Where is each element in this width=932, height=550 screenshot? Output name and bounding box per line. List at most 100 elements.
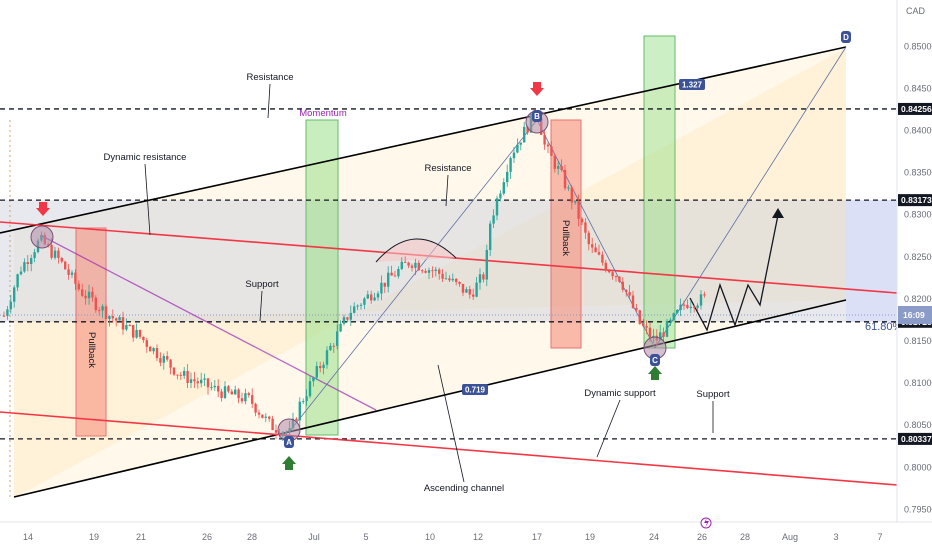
candle-body xyxy=(665,320,669,337)
ratio-label-text: 1.327 xyxy=(682,81,703,90)
candle-body xyxy=(57,250,60,258)
candle-body xyxy=(322,364,325,369)
candle-body xyxy=(149,346,152,352)
sell-arrow-icon xyxy=(530,82,544,96)
candle-body xyxy=(478,274,482,283)
red-lower-line xyxy=(0,411,898,486)
candle-body xyxy=(455,278,458,282)
candle-body xyxy=(438,269,441,274)
candle-body xyxy=(271,418,274,431)
point-label-badge xyxy=(284,436,294,448)
candle-body xyxy=(682,304,686,306)
candle-body xyxy=(648,327,652,338)
candle-body xyxy=(220,391,223,398)
candle-body xyxy=(495,198,499,216)
candle-body xyxy=(587,232,590,245)
candle-body xyxy=(591,244,594,248)
candle-body xyxy=(465,289,468,293)
candle-body xyxy=(414,262,417,268)
candle-body xyxy=(70,272,74,275)
level-price-text: 0.80337 xyxy=(901,434,932,444)
candle-body xyxy=(546,144,550,147)
candle-body xyxy=(410,265,414,268)
time-tick-label: 17 xyxy=(532,532,542,542)
time-axis-bg xyxy=(0,522,932,550)
candle-body xyxy=(601,254,604,263)
level-price-tag xyxy=(898,194,932,207)
candle-body xyxy=(686,304,689,309)
candle-body xyxy=(631,295,635,308)
candle-body xyxy=(336,331,339,346)
candle-body xyxy=(618,276,621,282)
candle-body xyxy=(261,414,264,418)
level-price-tag xyxy=(898,432,932,445)
candle-body xyxy=(638,310,641,324)
candle-body xyxy=(33,252,36,259)
candle-body xyxy=(50,244,53,258)
candle-body xyxy=(13,287,16,302)
candle-body xyxy=(257,412,261,415)
candle-body xyxy=(349,312,352,320)
candle-body xyxy=(472,294,475,297)
candle-body xyxy=(118,317,121,321)
point-label-badge xyxy=(532,110,542,122)
time-tick-label: 10 xyxy=(425,532,435,542)
candle-body xyxy=(213,385,216,388)
candle-body xyxy=(699,294,703,306)
candle-body xyxy=(451,278,454,281)
dynamic-resistance-label: Dynamic resistance xyxy=(104,152,187,163)
candle-body xyxy=(189,379,193,383)
candle-body xyxy=(512,152,516,159)
candle-body xyxy=(9,301,12,310)
candle-body xyxy=(74,272,77,284)
candle-body xyxy=(268,416,271,419)
candle-body xyxy=(230,391,233,395)
time-tick-label: 14 xyxy=(23,532,33,542)
fib-level-label: 61.80% xyxy=(865,321,903,333)
candle-body xyxy=(543,134,546,145)
candle-body xyxy=(604,262,607,271)
candle-body xyxy=(329,345,332,351)
candle-body xyxy=(363,298,366,305)
candle-body xyxy=(104,306,108,319)
candle-body xyxy=(577,200,580,219)
candle-body xyxy=(64,261,67,270)
buy-arrow-icon xyxy=(648,366,662,380)
candle-body xyxy=(434,269,437,271)
candle-body xyxy=(468,289,471,295)
current-price-time: 16:09 xyxy=(903,310,925,320)
candle-body xyxy=(339,323,342,332)
candle-body xyxy=(567,187,570,189)
candle-body xyxy=(193,379,196,382)
candle-body xyxy=(356,305,359,307)
time-tick-label: 12 xyxy=(473,532,483,542)
candle-body xyxy=(101,306,104,311)
level-layer xyxy=(0,108,897,440)
candle-body xyxy=(325,350,329,365)
candle-body xyxy=(274,430,278,433)
candle-body xyxy=(206,378,210,388)
pullback-label-left: Pullback xyxy=(86,332,97,368)
candle-body xyxy=(652,335,655,338)
candle-body xyxy=(693,306,696,308)
candle-body xyxy=(305,396,308,402)
candle-body xyxy=(424,270,427,273)
candle-body xyxy=(264,416,267,418)
candle-body xyxy=(244,393,247,402)
candle-body xyxy=(142,336,145,341)
candle-body xyxy=(662,332,665,337)
projected-path xyxy=(689,214,779,332)
candle-body xyxy=(196,381,199,384)
candle-body xyxy=(584,222,587,233)
candle-body xyxy=(172,367,176,375)
candle-body xyxy=(128,325,131,327)
